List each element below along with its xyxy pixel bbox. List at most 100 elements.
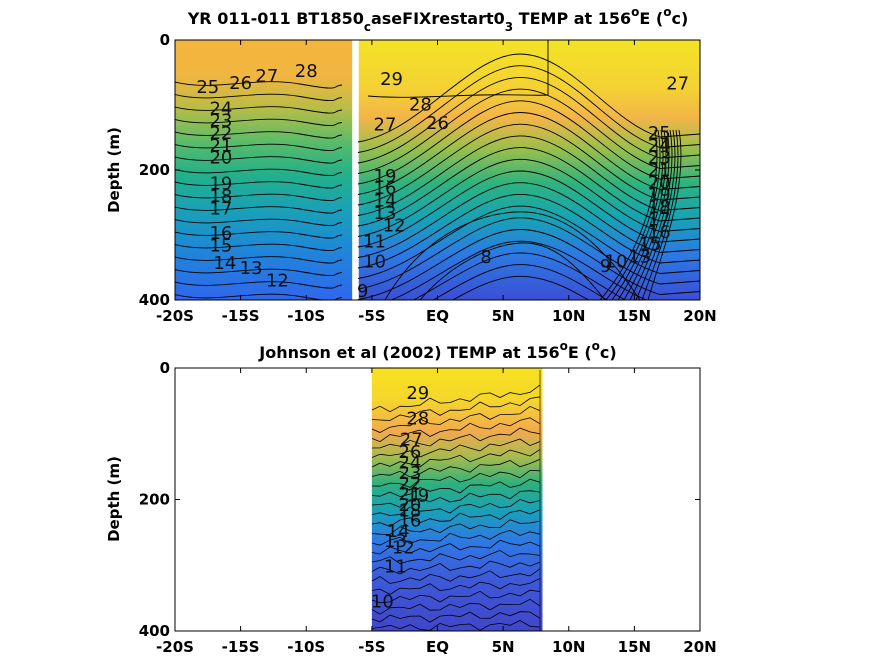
panel-2-contours [371,370,541,631]
x-tick-label: -10S [287,638,325,656]
contour-label: 20 [398,495,421,516]
isotherm-line [175,93,343,101]
isotherm-line [390,240,648,300]
contour-label: 28 [406,409,429,430]
isotherm-line [371,498,541,516]
x-tick-label: -20S [156,638,194,656]
isotherm-line [371,589,541,604]
isotherm-line [357,158,700,237]
contour-label: 18 [398,501,421,522]
contour-label: 29 [406,383,429,404]
contour-label: 9 [600,256,611,277]
isotherm-line [371,539,541,555]
isotherm-line [641,129,679,300]
isotherm-line [175,156,343,164]
isotherm-line [371,478,541,497]
isotherm-line [357,65,700,153]
isotherm-line [371,620,541,631]
isotherm-line [357,217,700,290]
isotherm-line [357,193,700,269]
isotherm-line [623,129,670,300]
isotherm-line [175,256,343,264]
y-tick-label: 400 [139,622,170,640]
contour-label: 27 [255,66,278,87]
isotherm-line [384,211,641,300]
isotherm-line [175,193,343,201]
isotherm-line [175,143,343,151]
contour-label: 24 [648,135,671,156]
panel-2-ylabel: Depth (m) [105,456,123,542]
contour-label: 17 [648,209,671,230]
contour-label: 23 [648,148,671,169]
isotherm-line [371,449,541,468]
isotherm-line [599,129,658,300]
isotherm-line [629,129,673,300]
isotherm-line [357,53,700,143]
isotherm-line [412,252,627,300]
x-tick-label: -10S [287,307,325,325]
isotherm-line [371,384,541,413]
contour-label: 10 [605,252,628,273]
contour-label: 24 [209,98,232,119]
contour-label: 21 [209,135,232,156]
isotherm-line [175,168,343,176]
contour-label: 28 [295,61,318,82]
contour-label: 23 [209,111,232,132]
panel-1-cold-dome [367,208,663,300]
isotherm-line [175,118,343,126]
contour-label: 22 [209,123,232,144]
contour-label: 11 [384,557,407,578]
panel-2-observed: Johnson et al (2002) TEMP at 156oE (oc) … [105,339,717,656]
isotherm-line [175,81,343,89]
isotherm-line [432,264,608,300]
isotherm-line [175,281,343,289]
x-tick-label: EQ [426,307,449,325]
x-tick-label: 5N [492,638,515,656]
x-tick-label: -20S [156,307,194,325]
y-tick-label: 200 [139,161,170,179]
contour-label: 20 [209,148,232,169]
isotherm-line [357,76,700,164]
y-tick-label: 0 [160,31,170,49]
panel-1-contours [175,40,700,300]
isotherm-line [357,229,700,300]
contour-label: 16 [374,178,397,199]
panel-2-title: Johnson et al (2002) TEMP at 156oE (oc) [258,339,616,362]
isotherm-line [371,529,541,546]
contour-label: 28 [409,94,432,115]
contour-label: 18 [209,186,232,207]
contour-label: 14 [213,253,236,274]
contour-label: 20 [648,172,671,193]
contour-label: 17 [209,198,232,219]
y-tick-label: 400 [139,291,170,309]
isotherm-line [175,218,343,226]
x-tick-label: 5N [492,307,515,325]
contour-label: 19 [406,486,429,507]
isotherm-line [611,129,664,300]
isotherm-line [647,129,682,300]
contour-label: 15 [639,234,662,255]
isotherm-line [371,568,541,584]
isotherm-line [371,490,541,508]
contour-label: 23 [398,463,421,484]
x-tick-label: 20N [683,638,716,656]
isotherm-line [371,611,541,623]
contour-label: 25 [648,123,671,144]
isotherm-line [605,129,661,300]
contour-label: 18 [648,197,671,218]
contour-label: 14 [387,521,410,542]
isotherm-line [371,578,541,595]
y-tick-label: 200 [139,491,170,509]
y-tick-label: 0 [160,359,170,377]
x-tick-label: 20N [683,307,716,325]
contour-label: 25 [196,77,219,98]
isotherm-line [371,417,541,443]
isotherm-line [175,106,343,114]
x-tick-label: -15S [222,307,260,325]
x-tick-label: 15N [618,638,651,656]
contour-label: 19 [209,174,232,195]
